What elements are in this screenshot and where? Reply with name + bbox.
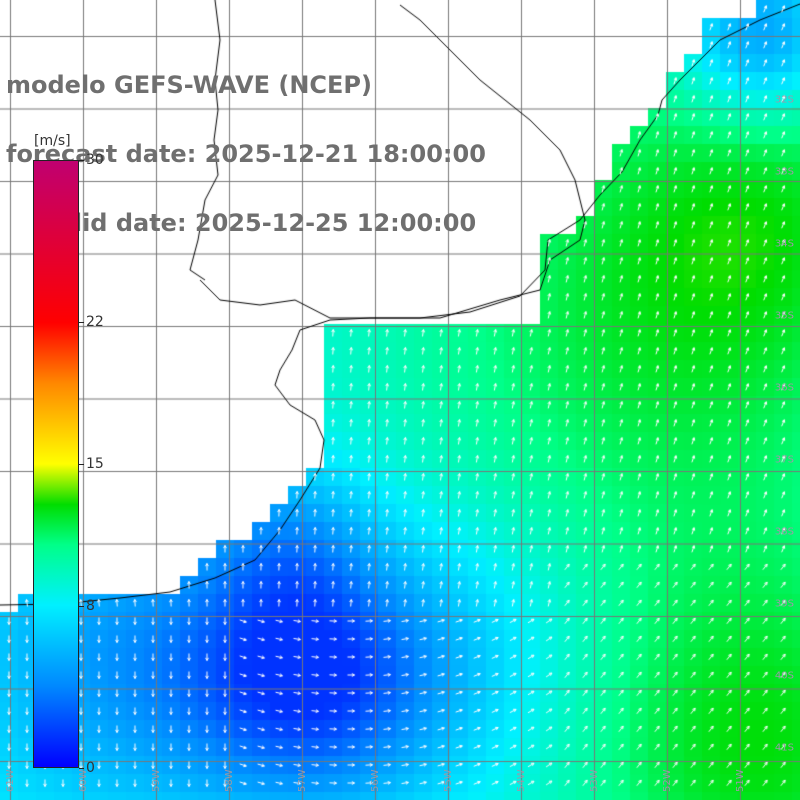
colorbar-tick-label: 30 — [86, 152, 104, 168]
colorbar-tick-mark — [79, 464, 84, 465]
latitude-label: 32S — [774, 94, 794, 106]
longitude-label: 60W — [78, 769, 89, 792]
model-title: modelo GEFS-WAVE (NCEP) — [6, 71, 372, 99]
longitude-label: 53W — [589, 769, 600, 792]
colorbar-tick-label: 0 — [86, 760, 95, 776]
latitude-label: 37S — [774, 454, 794, 466]
longitude-label: 55W — [443, 769, 454, 792]
longitude-label: 59W — [151, 769, 162, 792]
colorbar-tick-label: 8 — [86, 597, 95, 614]
colorbar-tick-label: 22 — [86, 314, 104, 331]
colorbar-unit: [m/s] — [34, 133, 71, 149]
latitude-label: 36S — [774, 382, 794, 394]
colorbar-tick-mark — [79, 322, 84, 324]
latitude-label: 33S — [774, 166, 794, 178]
latitude-label: 34S — [774, 238, 794, 250]
latitude-label: 38S — [774, 526, 794, 538]
latitude-label: 35S — [774, 310, 794, 322]
longitude-label: 51W — [735, 769, 746, 792]
colorbar-tick-mark — [79, 605, 84, 607]
colorbar-tick-label: 15 — [86, 456, 104, 472]
longitude-label: 54W — [516, 769, 527, 792]
longitude-label: 57W — [297, 769, 308, 792]
colorbar-tick-mark — [79, 160, 84, 161]
longitude-label: 61W — [5, 769, 16, 792]
longitude-label: 56W — [370, 769, 381, 792]
latitude-label: 41S — [774, 742, 794, 754]
latitude-label: 39S — [774, 598, 794, 610]
latitude-label: 40S — [774, 670, 794, 682]
colorbar-tick-mark — [79, 768, 84, 769]
colorbar — [33, 160, 79, 768]
longitude-label: 58W — [224, 769, 235, 792]
longitude-label: 52W — [662, 769, 673, 792]
